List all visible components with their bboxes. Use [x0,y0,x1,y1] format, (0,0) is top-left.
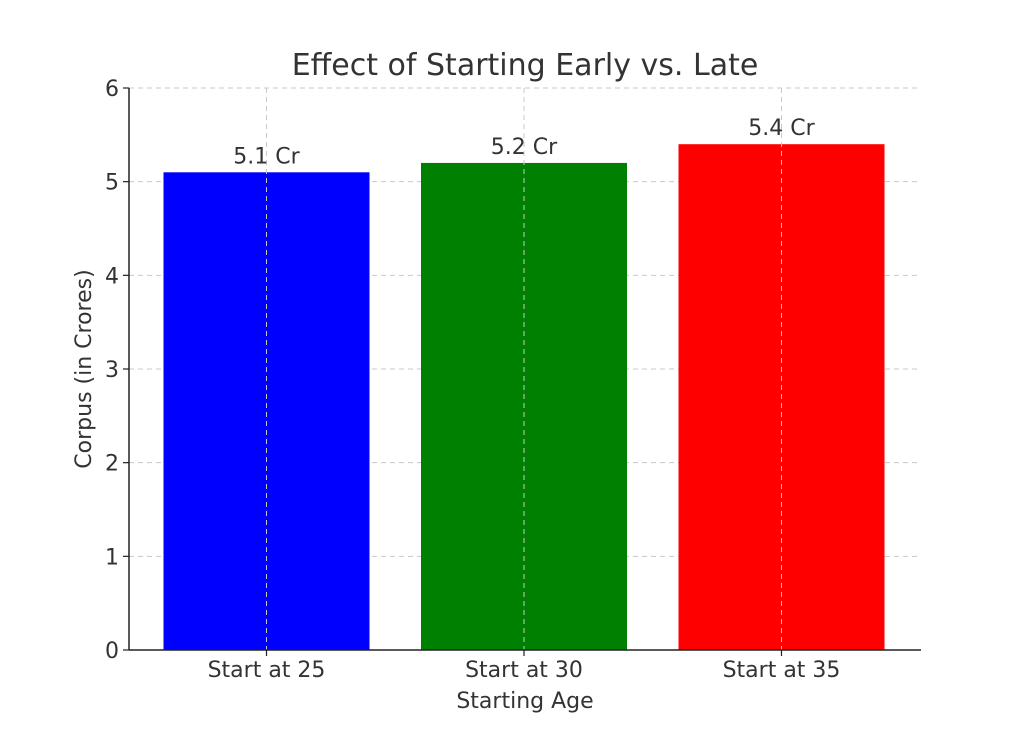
y-tick-label-1: 1 [105,545,119,570]
x-tick-label-2: Start at 30 [465,658,583,683]
x-tick-label-1: Start at 25 [208,658,326,683]
y-tick-label-3: 3 [105,358,119,383]
y-tick-label-0: 0 [105,639,119,664]
y-axis-ticks: 0 1 2 3 4 5 6 [105,77,129,664]
data-label-1: 5.1 Cr [233,144,300,169]
chart-title: Effect of Starting Early vs. Late [292,48,759,83]
data-label-3: 5.4 Cr [748,116,815,141]
y-axis-label: Corpus (in Crores) [72,269,97,468]
x-axis-label: Starting Age [456,689,593,714]
y-tick-label-2: 2 [105,452,119,477]
y-tick-label-5: 5 [105,171,119,196]
x-tick-label-3: Start at 35 [723,658,841,683]
data-label-2: 5.2 Cr [491,135,558,160]
vertical-grid [266,88,782,650]
y-tick-label-4: 4 [105,264,119,289]
x-axis-ticks: Start at 25 Start at 30 Start at 35 [208,650,841,683]
y-tick-label-6: 6 [105,77,119,102]
data-labels: 5.1 Cr 5.2 Cr 5.4 Cr [233,116,815,169]
